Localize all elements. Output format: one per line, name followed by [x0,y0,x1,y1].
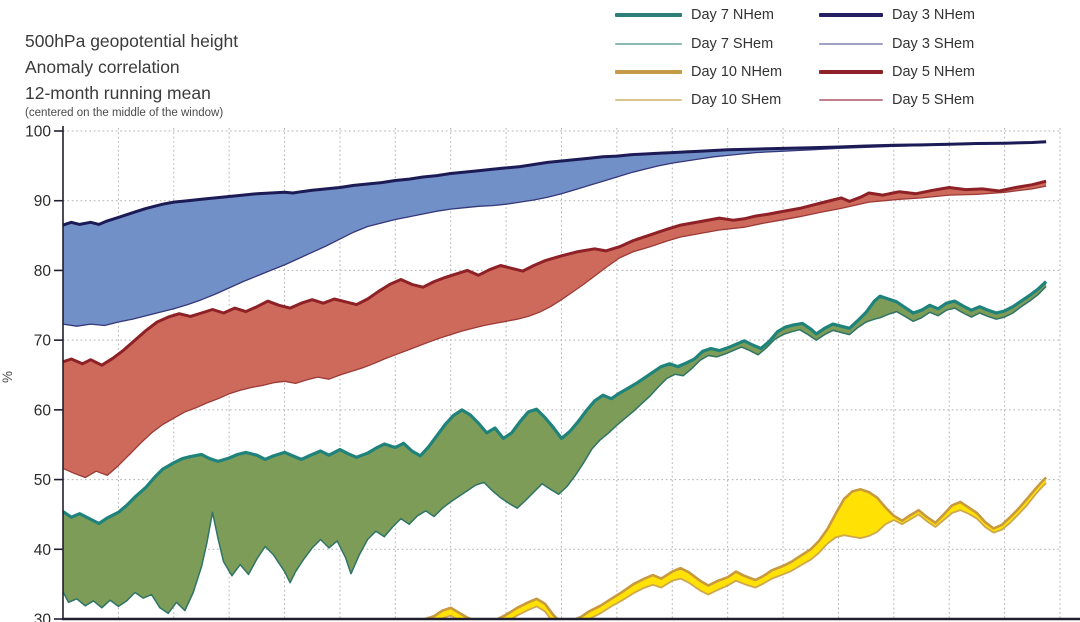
legend-label-day-5-shem: Day 5 SHem [892,92,975,109]
y-axis-ticks: 100 90 80 70 60 50 40 30 [25,124,63,622]
y-tick-label-60: 60 [34,402,52,419]
y-tick-label-40: 40 [34,542,52,559]
legend-label-day-7-nhem: Day 7 NHem [691,7,774,24]
series-day-3-nhem [63,140,1047,227]
series-day-5-shem [63,185,1047,479]
legend-label-day-5-nhem: Day 5 NHem [892,63,975,80]
series-day-5-nhem [63,179,1047,367]
band-fill-day-3 [63,141,1047,327]
y-tick-label-80: 80 [34,263,52,280]
series-day-10-shem [439,482,1047,620]
axes [62,126,1080,621]
band-day-5 [63,179,1047,479]
legend-label-day-7-shem: Day 7 SHem [691,35,774,52]
series-day-10-nhem [415,476,1048,620]
y-axis-label: % [0,371,15,383]
chart-title: 500hPa geopotential height Anomaly corre… [25,28,238,121]
legend-swatch-day-5-shem [819,99,883,102]
legend-swatch-day-7-shem [615,42,682,45]
legend-label-day-10-nhem: Day 10 NHem [691,63,783,80]
series-day-7-shem [63,285,1047,615]
legend-swatch-day-10-shem [615,99,682,102]
band-fill-day-7 [63,281,1047,614]
chart-legend: Day 7 NHem Day 3 NHem Day 7 SHem Day 3 SHem… [615,1,1043,115]
legend-swatch-day-10-nhem [615,69,682,74]
y-tick-label-70: 70 [34,333,52,350]
title-subtitle: (centered on the middle of the window) [25,107,224,119]
series-day-3-shem [63,141,1047,327]
band-day-3 [63,140,1047,327]
title-line-3: 12-month running mean [25,83,211,103]
y-tick-label-30: 30 [34,611,52,622]
legend-label-day-10-shem: Day 10 SHem [691,92,782,109]
y-tick-label-100: 100 [25,124,51,141]
legend-label-day-3-nhem: Day 3 NHem [892,7,975,24]
series-day-7-nhem [63,280,1048,526]
legend-swatch-day-5-nhem [819,69,883,74]
legend-swatch-day-3-nhem [819,13,883,18]
band-day-7 [63,280,1048,615]
legend-label-day-3-shem: Day 3 SHem [892,35,975,52]
y-tick-label-50: 50 [34,472,52,489]
title-line-2: Anomaly correlation [25,57,180,77]
legend-swatch-day-3-shem [819,42,883,45]
title-line-1: 500hPa geopotential height [25,31,239,51]
legend-swatch-day-7-nhem [615,13,682,18]
band-day-10 [415,476,1048,620]
y-tick-label-90: 90 [34,193,52,210]
band-fill-day-5 [63,181,1047,478]
